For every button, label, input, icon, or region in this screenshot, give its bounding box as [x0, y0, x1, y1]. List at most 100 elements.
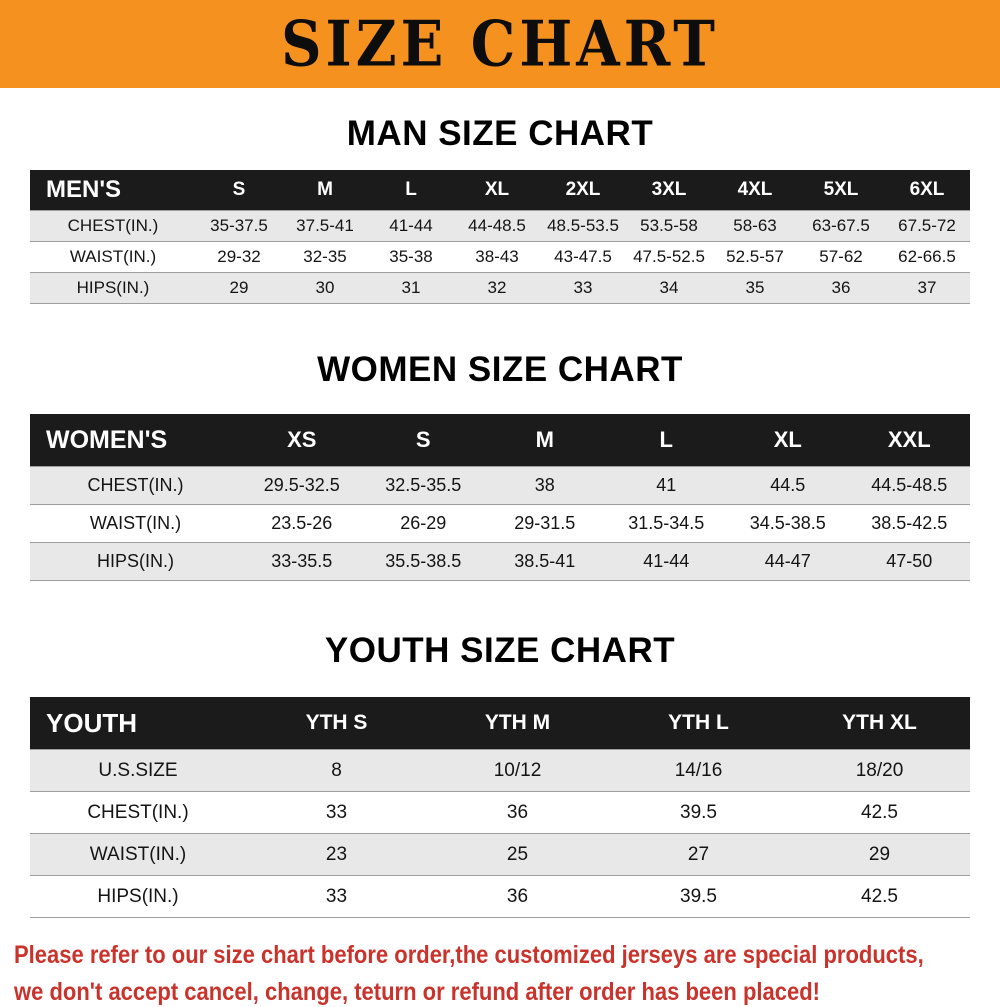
size-value-cell: 33 — [246, 876, 427, 918]
size-header-cell: S — [196, 170, 282, 211]
size-value-cell: 29 — [196, 273, 282, 304]
size-value-cell: 29.5-32.5 — [241, 467, 363, 505]
size-value-cell: 18/20 — [789, 750, 970, 792]
size-value-cell: 26-29 — [363, 505, 485, 543]
size-value-cell: 25 — [427, 834, 608, 876]
row-label-cell: CHEST(IN.) — [30, 792, 246, 834]
size-value-cell: 31.5-34.5 — [606, 505, 728, 543]
size-value-cell: 23 — [246, 834, 427, 876]
banner-title: SIZE CHART — [281, 7, 719, 81]
size-value-cell: 63-67.5 — [798, 211, 884, 242]
size-value-cell: 30 — [282, 273, 368, 304]
size-value-cell: 38.5-41 — [484, 543, 606, 581]
size-value-cell: 35-38 — [368, 242, 454, 273]
size-value-cell: 48.5-53.5 — [540, 211, 626, 242]
size-value-cell: 62-66.5 — [884, 242, 970, 273]
notice-line-1: Please refer to our size chart before or… — [14, 940, 882, 971]
size-header-cell: L — [368, 170, 454, 211]
row-label-cell: HIPS(IN.) — [30, 876, 246, 918]
size-value-cell: 31 — [368, 273, 454, 304]
size-value-cell: 36 — [427, 792, 608, 834]
size-header-cell: 6XL — [884, 170, 970, 211]
size-value-cell: 44-47 — [727, 543, 849, 581]
size-value-cell: 44.5 — [727, 467, 849, 505]
size-value-cell: 35-37.5 — [196, 211, 282, 242]
size-header-cell: 5XL — [798, 170, 884, 211]
size-header-cell: XL — [727, 414, 849, 467]
size-value-cell: 29 — [789, 834, 970, 876]
row-label-cell: WAIST(IN.) — [30, 242, 196, 273]
size-value-cell: 44.5-48.5 — [849, 467, 971, 505]
size-value-cell: 37.5-41 — [282, 211, 368, 242]
men-table-title: MEN'S — [30, 170, 196, 211]
row-label-cell: WAIST(IN.) — [30, 505, 241, 543]
size-value-cell: 47-50 — [849, 543, 971, 581]
size-header-cell: YTH XL — [789, 697, 970, 750]
row-label-cell: CHEST(IN.) — [30, 211, 196, 242]
women-section-heading: WOMEN SIZE CHART — [0, 350, 1000, 390]
size-value-cell: 14/16 — [608, 750, 789, 792]
size-value-cell: 36 — [798, 273, 884, 304]
size-value-cell: 41 — [606, 467, 728, 505]
size-value-cell: 38.5-42.5 — [849, 505, 971, 543]
size-value-cell: 42.5 — [789, 792, 970, 834]
size-header-cell: 3XL — [626, 170, 712, 211]
size-value-cell: 41-44 — [606, 543, 728, 581]
footer-notice: Please refer to our size chart before or… — [0, 940, 1000, 1007]
size-header-cell: M — [282, 170, 368, 211]
size-value-cell: 37 — [884, 273, 970, 304]
size-value-cell: 38-43 — [454, 242, 540, 273]
size-value-cell: 58-63 — [712, 211, 798, 242]
banner: SIZE CHART — [0, 0, 1000, 88]
size-value-cell: 29-31.5 — [484, 505, 606, 543]
size-header-cell: S — [363, 414, 485, 467]
size-value-cell: 52.5-57 — [712, 242, 798, 273]
size-value-cell: 39.5 — [608, 792, 789, 834]
size-value-cell: 29-32 — [196, 242, 282, 273]
size-value-cell: 32-35 — [282, 242, 368, 273]
size-value-cell: 27 — [608, 834, 789, 876]
size-header-cell: XS — [241, 414, 363, 467]
size-value-cell: 47.5-52.5 — [626, 242, 712, 273]
size-header-cell: L — [606, 414, 728, 467]
size-value-cell: 8 — [246, 750, 427, 792]
size-value-cell: 67.5-72 — [884, 211, 970, 242]
size-value-cell: 35.5-38.5 — [363, 543, 485, 581]
size-value-cell: 57-62 — [798, 242, 884, 273]
size-header-cell: 4XL — [712, 170, 798, 211]
size-value-cell: 34 — [626, 273, 712, 304]
size-value-cell: 53.5-58 — [626, 211, 712, 242]
size-header-cell: YTH S — [246, 697, 427, 750]
size-value-cell: 10/12 — [427, 750, 608, 792]
size-header-cell: 2XL — [540, 170, 626, 211]
row-label-cell: CHEST(IN.) — [30, 467, 241, 505]
size-header-cell: YTH M — [427, 697, 608, 750]
size-value-cell: 33 — [246, 792, 427, 834]
size-header-cell: M — [484, 414, 606, 467]
size-value-cell: 43-47.5 — [540, 242, 626, 273]
size-value-cell: 33-35.5 — [241, 543, 363, 581]
youth-section-heading: YOUTH SIZE CHART — [0, 631, 1000, 671]
youth-table-title: YOUTH — [30, 697, 246, 750]
size-value-cell: 35 — [712, 273, 798, 304]
size-value-cell: 23.5-26 — [241, 505, 363, 543]
size-header-cell: YTH L — [608, 697, 789, 750]
size-value-cell: 38 — [484, 467, 606, 505]
size-value-cell: 36 — [427, 876, 608, 918]
